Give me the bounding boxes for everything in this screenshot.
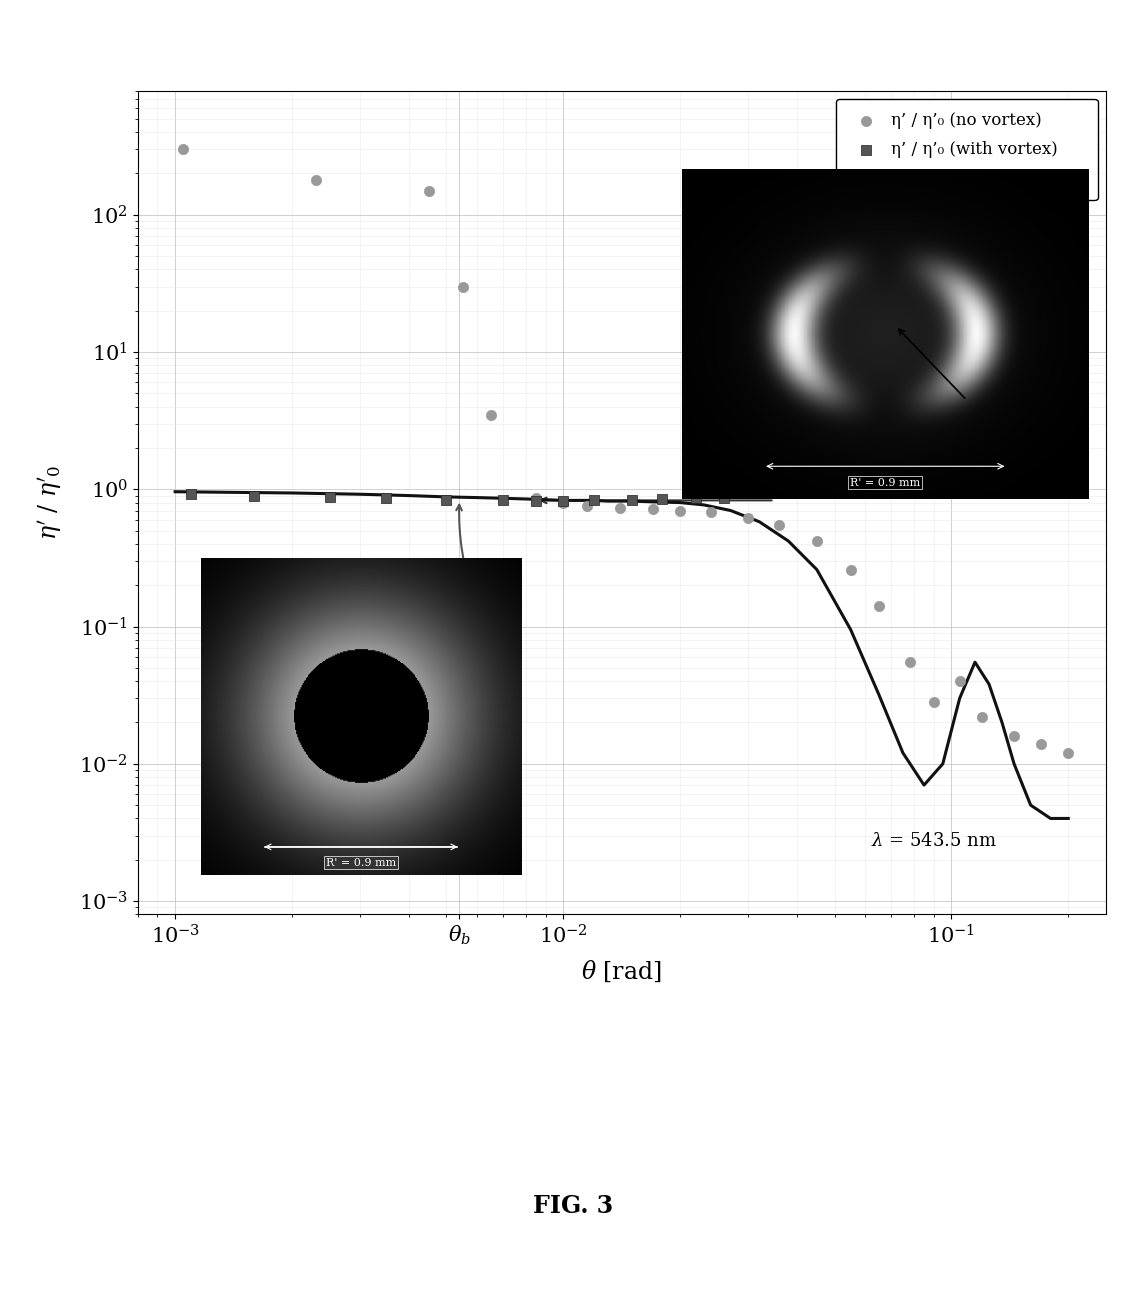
η’ / η’₀ (with vortex) bbox=[622, 489, 641, 510]
Mie Theory (9 μm dia.) bbox=[519, 492, 533, 507]
η’ / η’₀ (no vortex) bbox=[739, 507, 758, 528]
Text: $\lambda$ = 543.5 nm: $\lambda$ = 543.5 nm bbox=[871, 833, 997, 851]
η’ / η’₀ (no vortex) bbox=[1031, 733, 1050, 754]
Mie Theory (9 μm dia.) bbox=[496, 490, 510, 506]
η’ / η’₀ (with vortex) bbox=[555, 490, 573, 511]
Mie Theory (9 μm dia.) bbox=[285, 485, 299, 501]
η’ / η’₀ (no vortex) bbox=[1005, 725, 1023, 746]
Mie Theory (9 μm dia.) bbox=[625, 493, 638, 508]
Mie Theory (9 μm dia.) bbox=[573, 493, 587, 508]
η’ / η’₀ (no vortex) bbox=[841, 559, 860, 580]
Mie Theory (9 μm dia.) bbox=[936, 756, 950, 772]
Mie Theory (9 μm dia.) bbox=[557, 493, 571, 508]
η’ / η’₀ (with vortex) bbox=[182, 484, 201, 505]
Mie Theory (9 μm dia.) bbox=[402, 488, 416, 503]
Mie Theory (9 μm dia.) bbox=[1044, 811, 1058, 826]
η’ / η’₀ (no vortex) bbox=[701, 502, 720, 523]
Mie Theory (9 μm dia.) bbox=[539, 492, 552, 507]
Mie Theory (9 μm dia.) bbox=[724, 503, 738, 519]
Mie Theory (9 μm dia.) bbox=[587, 493, 601, 508]
η’ / η’₀ (no vortex) bbox=[901, 652, 919, 673]
Mie Theory (9 μm dia.) bbox=[843, 621, 857, 637]
η’ / η’₀ (no vortex) bbox=[611, 498, 629, 519]
η’ / η’₀ (no vortex) bbox=[454, 276, 472, 297]
Mie Theory (9 μm dia.) bbox=[697, 497, 711, 512]
Text: R' = 0.9 mm: R' = 0.9 mm bbox=[850, 477, 920, 488]
η’ / η’₀ (no vortex) bbox=[578, 495, 596, 516]
Mie Theory (9 μm dia.) bbox=[995, 715, 1008, 730]
η’ / η’₀ (with vortex) bbox=[686, 488, 705, 508]
Mie Theory (9 μm dia.) bbox=[1007, 756, 1021, 772]
η’ / η’₀ (with vortex) bbox=[715, 488, 733, 508]
Mie Theory (9 μm dia.) bbox=[872, 686, 886, 702]
Y-axis label: $\eta'\ /\ \eta'_0$: $\eta'\ /\ \eta'_0$ bbox=[37, 464, 64, 541]
Mie Theory (9 μm dia.) bbox=[353, 486, 367, 502]
η’ / η’₀ (no vortex) bbox=[1059, 743, 1077, 764]
Text: R' = 0.9 mm: R' = 0.9 mm bbox=[325, 857, 397, 868]
Text: FIG. 3: FIG. 3 bbox=[533, 1193, 613, 1218]
Mie Theory (9 μm dia.) bbox=[952, 690, 966, 706]
η’ / η’₀ (no vortex) bbox=[808, 530, 826, 551]
X-axis label: $\theta$ [rad]: $\theta$ [rad] bbox=[581, 958, 662, 984]
Mie Theory (9 μm dia.) bbox=[917, 777, 931, 792]
Line: Mie Theory (9 μm dia.): Mie Theory (9 μm dia.) bbox=[175, 492, 1068, 818]
η’ / η’₀ (no vortex) bbox=[770, 515, 788, 536]
η’ / η’₀ (no vortex) bbox=[419, 180, 438, 201]
η’ / η’₀ (with vortex) bbox=[653, 489, 672, 510]
η’ / η’₀ (with vortex) bbox=[527, 490, 545, 511]
Mie Theory (9 μm dia.) bbox=[646, 494, 660, 510]
η’ / η’₀ (no vortex) bbox=[870, 597, 888, 617]
η’ / η’₀ (no vortex) bbox=[670, 501, 689, 521]
η’ / η’₀ (with vortex) bbox=[438, 489, 456, 510]
η’ / η’₀ (no vortex) bbox=[644, 498, 662, 519]
Mie Theory (9 μm dia.) bbox=[896, 746, 910, 761]
Mie Theory (9 μm dia.) bbox=[968, 655, 982, 671]
Mie Theory (9 μm dia.) bbox=[1061, 811, 1075, 826]
Mie Theory (9 μm dia.) bbox=[440, 489, 454, 505]
Mie Theory (9 μm dia.) bbox=[470, 490, 484, 506]
η’ / η’₀ (with vortex) bbox=[245, 485, 264, 506]
η’ / η’₀ (with vortex) bbox=[377, 488, 395, 508]
Legend: η’ / η’₀ (no vortex), η’ / η’₀ (with vortex), Mie Theory (9 μm dia.): η’ / η’₀ (no vortex), η’ / η’₀ (with vor… bbox=[835, 99, 1098, 200]
Mie Theory (9 μm dia.) bbox=[601, 493, 614, 508]
η’ / η’₀ (with vortex) bbox=[494, 490, 512, 511]
η’ / η’₀ (with vortex) bbox=[321, 486, 339, 507]
η’ / η’₀ (no vortex) bbox=[174, 139, 193, 160]
η’ / η’₀ (no vortex) bbox=[925, 693, 943, 713]
η’ / η’₀ (no vortex) bbox=[481, 405, 500, 425]
Mie Theory (9 μm dia.) bbox=[753, 514, 767, 529]
Mie Theory (9 μm dia.) bbox=[782, 533, 795, 549]
η’ / η’₀ (with vortex) bbox=[584, 490, 603, 511]
Mie Theory (9 μm dia.) bbox=[982, 677, 996, 693]
η’ / η’₀ (no vortex) bbox=[973, 707, 991, 728]
η’ / η’₀ (no vortex) bbox=[306, 170, 324, 191]
η’ / η’₀ (no vortex) bbox=[950, 671, 968, 691]
η’ / η’₀ (no vortex) bbox=[527, 488, 545, 508]
η’ / η’₀ (no vortex) bbox=[555, 493, 573, 514]
Mie Theory (9 μm dia.) bbox=[810, 562, 824, 577]
Mie Theory (9 μm dia.) bbox=[673, 495, 686, 511]
Mie Theory (9 μm dia.) bbox=[1023, 798, 1037, 813]
Mie Theory (9 μm dia.) bbox=[168, 484, 182, 499]
